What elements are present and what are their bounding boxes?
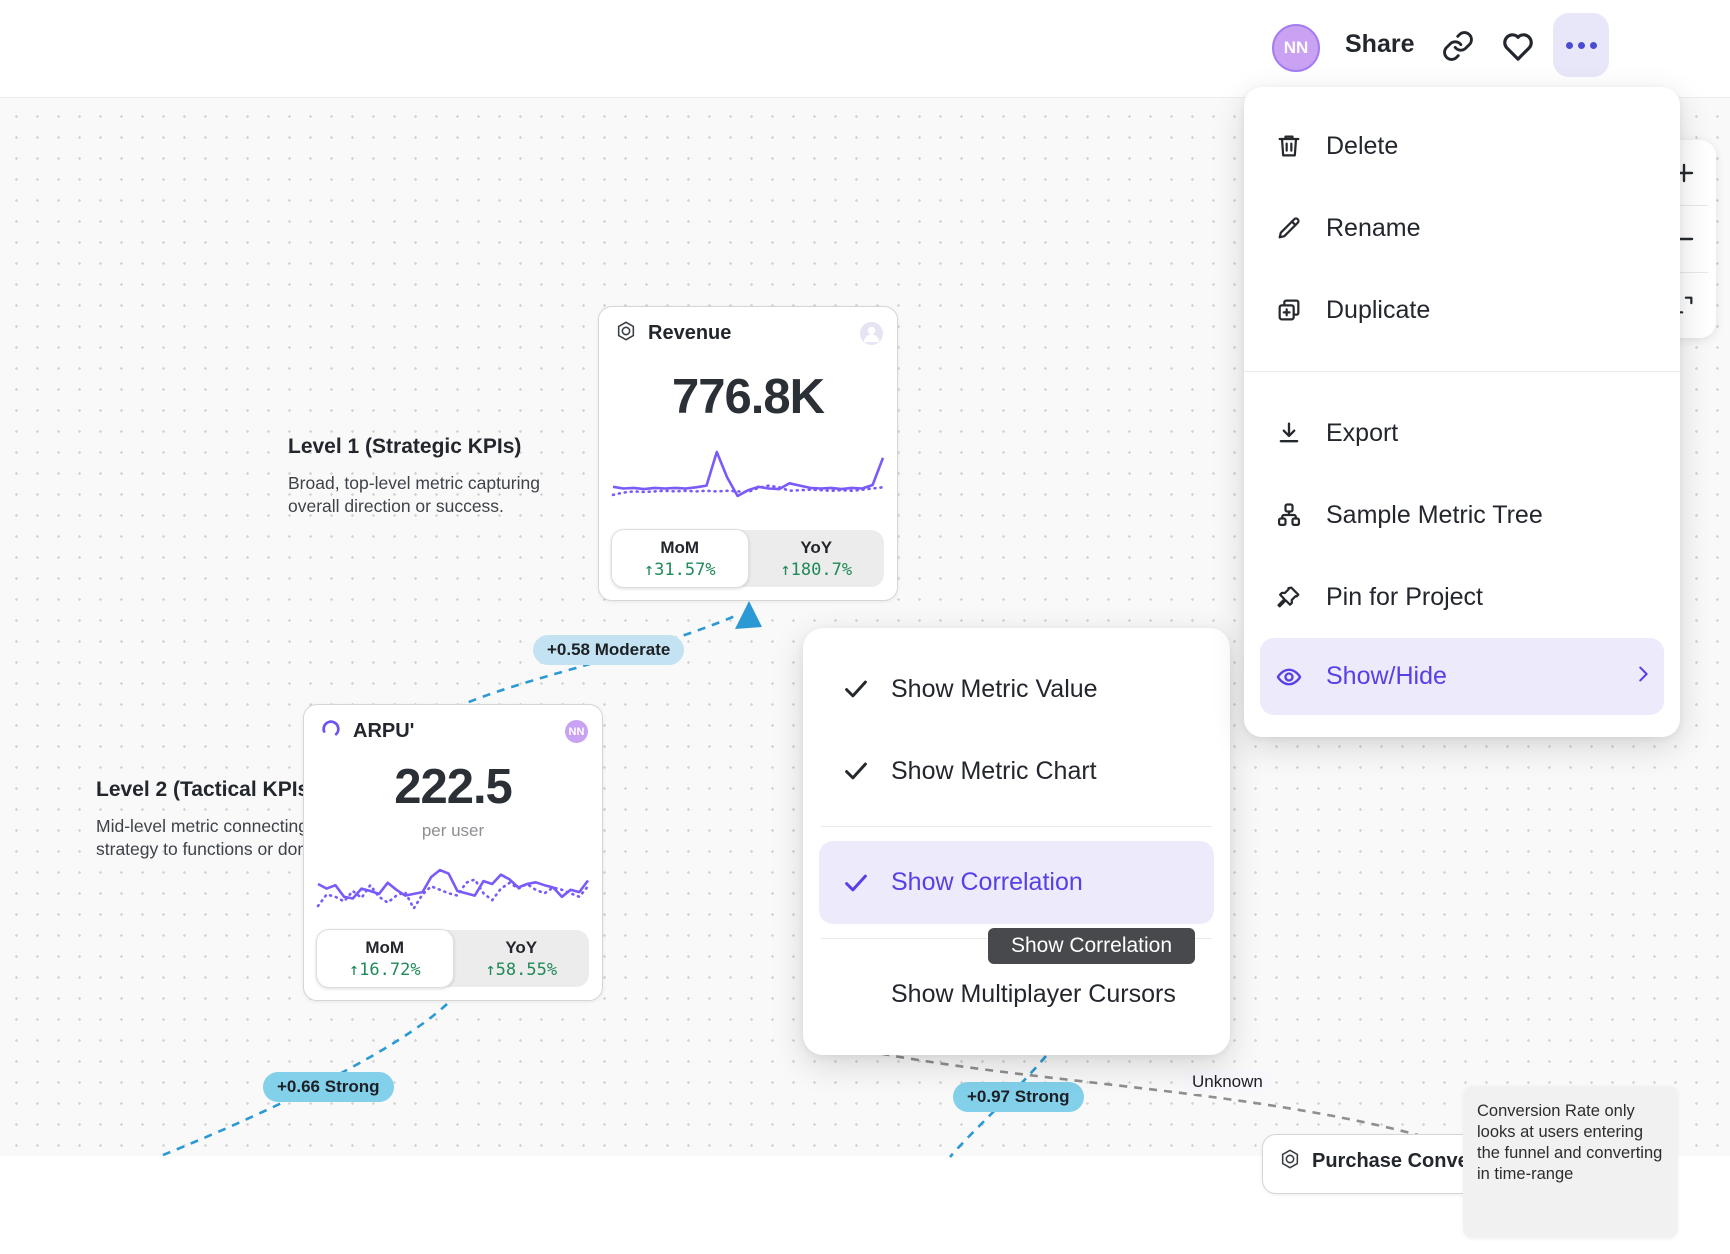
metric-unit: per user: [421, 821, 485, 840]
context-menu: Delete Rename Duplicate Export: [1244, 87, 1680, 737]
trash-icon: [1274, 131, 1304, 161]
owner-avatar: NN: [565, 720, 588, 743]
pushpin-icon: [1274, 582, 1304, 612]
eye-icon: [1274, 662, 1304, 692]
sparkline-chart: [611, 450, 885, 498]
level2-annotation: Level 2 (Tactical KPIs Mid-level metric …: [96, 778, 346, 862]
metric-card-arpu[interactable]: ARPU' NN 222.5 per user MoM ↑16.72% YoY …: [303, 704, 603, 1001]
sparkline-chart: [316, 868, 590, 912]
check-icon: [841, 756, 871, 786]
copy-link-icon[interactable]: [1438, 26, 1478, 66]
correlation-badge-strong-66[interactable]: +0.66 Strong: [263, 1072, 394, 1102]
more-options-button[interactable]: [1553, 13, 1609, 77]
arrowhead-up: [735, 601, 762, 629]
goal-hexagon-icon: [1279, 1148, 1301, 1175]
mom-toggle[interactable]: MoM ↑16.72%: [316, 929, 454, 988]
level1-annotation: Level 1 (Strategic KPIs) Broad, top-leve…: [288, 435, 573, 519]
mom-toggle[interactable]: MoM ↑31.57%: [611, 529, 749, 588]
metric-note[interactable]: Conversion Rate only looks at users ente…: [1463, 1086, 1678, 1238]
yoy-toggle[interactable]: YoY ↑58.55%: [485, 937, 558, 980]
fit-view-button[interactable]: [1652, 273, 1716, 338]
comparison-toggle: MoM ↑31.57% YoY ↑180.7%: [611, 529, 884, 588]
top-toolbar: NN Share: [0, 0, 1730, 97]
check-icon: [841, 674, 871, 704]
download-icon: [1274, 418, 1304, 448]
submenu-item-show-metric-value[interactable]: Show Metric Value: [803, 648, 1230, 730]
menu-item-sample-metric-tree[interactable]: Sample Metric Tree: [1244, 474, 1680, 556]
arc-metric-icon: [320, 718, 342, 745]
level1-description: Broad, top-level metric capturing overal…: [288, 473, 540, 517]
chevron-right-icon: [1632, 663, 1654, 690]
level2-title: Level 2 (Tactical KPIs: [96, 778, 310, 801]
menu-divider: [1244, 371, 1680, 372]
level2-description-line2: strategy to functions or doma: [96, 839, 322, 860]
favorite-heart-icon[interactable]: [1498, 26, 1538, 66]
card-title: ARPU': [353, 720, 415, 742]
card-title: Revenue: [648, 322, 732, 344]
yoy-toggle[interactable]: YoY ↑180.7%: [780, 537, 853, 580]
tree-hierarchy-icon: [1274, 500, 1304, 530]
correlation-badge-unknown: Unknown: [1182, 1070, 1273, 1094]
submenu-item-show-metric-chart[interactable]: Show Metric Chart: [803, 730, 1230, 812]
goal-hexagon-icon: [615, 320, 637, 347]
submenu-divider: [821, 826, 1212, 827]
ellipsis-icon: [1565, 41, 1573, 49]
comparison-toggle: MoM ↑16.72% YoY ↑58.55%: [316, 929, 589, 988]
level2-description-line1: Mid-level metric connecting: [96, 816, 309, 836]
show-hide-submenu: Show Metric Value Show Metric Chart Show…: [803, 628, 1230, 1055]
submenu-item-show-multiplayer-cursors[interactable]: Show Multiplayer Cursors: [891, 979, 1176, 1008]
owner-avatar-icon: [860, 322, 883, 345]
metric-value: 222.5: [394, 760, 513, 814]
share-button[interactable]: Share: [1345, 30, 1415, 58]
menu-item-duplicate[interactable]: Duplicate: [1244, 269, 1680, 351]
check-icon: [841, 868, 871, 898]
menu-item-export[interactable]: Export: [1244, 392, 1680, 474]
show-correlation-tooltip: Show Correlation: [988, 928, 1195, 964]
menu-item-pin-for-project[interactable]: Pin for Project: [1244, 556, 1680, 638]
correlation-badge-strong-97[interactable]: +0.97 Strong: [953, 1082, 1084, 1112]
metric-card-revenue[interactable]: Revenue 776.8K MoM ↑31.57% YoY ↑180.7%: [598, 306, 898, 601]
correlation-badge-moderate[interactable]: +0.58 Moderate: [533, 635, 685, 665]
duplicate-icon: [1274, 295, 1304, 325]
submenu-item-show-correlation[interactable]: Show Correlation: [819, 841, 1214, 924]
metric-value: 776.8K: [671, 370, 825, 424]
menu-item-show-hide[interactable]: Show/Hide: [1260, 638, 1664, 715]
menu-item-rename[interactable]: Rename: [1244, 187, 1680, 269]
pencil-icon: [1274, 213, 1304, 243]
avatar[interactable]: NN: [1272, 24, 1320, 72]
menu-item-delete[interactable]: Delete: [1244, 105, 1680, 187]
level1-title: Level 1 (Strategic KPIs): [288, 435, 522, 458]
